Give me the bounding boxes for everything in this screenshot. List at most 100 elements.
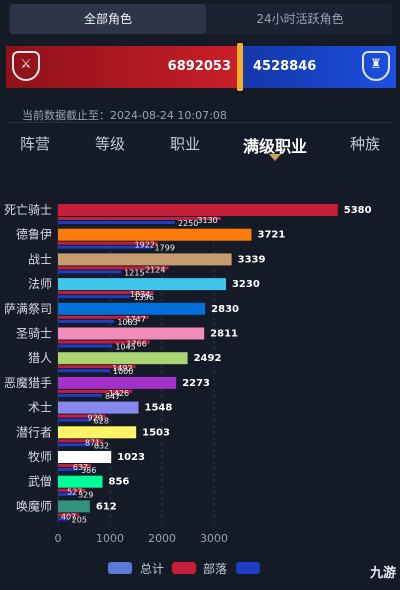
bar-total <box>58 352 188 365</box>
horde-emblem-icon: ⚔ <box>12 51 40 81</box>
value-label-horde: 2124 <box>145 265 165 274</box>
value-label-total: 856 <box>109 477 130 488</box>
class-label: 猎人 <box>28 351 52 365</box>
bar-total <box>58 204 338 216</box>
class-label: 唤魔师 <box>16 498 52 513</box>
bar-alliance <box>58 443 91 447</box>
value-label-alliance: 632 <box>94 441 109 450</box>
x-tick-label: 1000 <box>96 532 124 545</box>
bar-alliance <box>58 468 79 471</box>
value-label-total: 3339 <box>238 254 266 265</box>
legend-swatch-alliance <box>236 562 260 574</box>
bar-total <box>58 302 206 315</box>
value-label-alliance: 1000 <box>113 367 133 376</box>
category-tab-class[interactable]: 职业 <box>170 135 201 153</box>
value-label-total: 1503 <box>142 427 170 438</box>
watermark-logo: 九游 <box>369 566 396 581</box>
legend-swatch-horde <box>172 562 196 574</box>
value-label-horde: 1922 <box>135 241 155 250</box>
bar-alliance <box>58 517 69 521</box>
category-tab-faction[interactable]: 阵营 <box>20 135 51 153</box>
bar-total <box>58 278 226 291</box>
value-label-horde: 1492 <box>112 364 132 373</box>
alliance-count: 4528846 <box>253 59 317 74</box>
value-label-horde: 637 <box>73 463 88 472</box>
category-tab-maxlevel-class[interactable]: 满级职业 <box>243 137 308 156</box>
value-label-alliance: 2250 <box>178 219 198 228</box>
value-label-alliance: 1045 <box>115 343 135 352</box>
data-timestamp: 当前数据截止至：2024-08-24 10:07:08 <box>22 109 227 122</box>
bar-alliance <box>58 344 113 348</box>
faction-comparison-bar: ⚔ ♜ 6892053 4528846 <box>6 43 396 91</box>
value-label-total: 1548 <box>144 403 172 414</box>
bar-total <box>58 253 232 266</box>
value-label-alliance: 628 <box>94 417 109 426</box>
bar-horde <box>58 217 221 220</box>
class-label: 战士 <box>28 252 52 266</box>
horde-bar <box>6 46 238 88</box>
bar-horde <box>58 241 158 245</box>
bar-alliance <box>58 270 122 274</box>
value-label-horde: 407 <box>61 512 76 521</box>
bar-alliance <box>58 221 175 224</box>
value-label-horde: 920 <box>88 414 103 423</box>
class-label: 恶魔猎手 <box>4 375 52 390</box>
bar-alliance <box>58 295 131 299</box>
value-label-alliance: 1215 <box>124 268 144 277</box>
bar-total <box>58 426 137 439</box>
x-tick-label: 2000 <box>148 532 176 545</box>
class-label: 潜行者 <box>16 425 52 439</box>
class-label: 德鲁伊 <box>16 227 52 242</box>
alliance-emblem-icon: ♜ <box>362 51 390 81</box>
x-tick-label: 0 <box>55 532 62 545</box>
bar-horde <box>58 513 80 517</box>
bar-total <box>58 500 90 513</box>
bar-total <box>58 327 205 340</box>
value-label-total: 2811 <box>210 329 238 340</box>
bar-total <box>58 401 139 414</box>
value-label-alliance: 1799 <box>155 244 175 253</box>
category-tab-level[interactable]: 等级 <box>95 135 126 153</box>
value-label-alliance: 205 <box>72 515 87 524</box>
value-label-horde: 1766 <box>126 340 146 349</box>
tab-all-characters[interactable]: 全部角色 <box>10 4 206 34</box>
class-label: 死亡骑士 <box>4 203 52 217</box>
value-label-total: 3230 <box>232 279 260 290</box>
value-label-total: 612 <box>96 501 117 512</box>
bar-horde <box>58 291 154 295</box>
legend-swatch-total <box>108 562 132 574</box>
value-label-horde: 1426 <box>109 389 129 398</box>
bar-horde <box>58 464 92 467</box>
separator-line <box>8 122 392 123</box>
value-label-horde: 527 <box>67 488 82 497</box>
class-label: 萨满祭司 <box>4 302 52 316</box>
bar-alliance <box>58 245 152 249</box>
tab-active-24h[interactable]: 24小时活跃角色 <box>256 12 344 26</box>
bar-horde <box>58 389 133 393</box>
value-label-horde: 871 <box>85 438 100 447</box>
bar-horde <box>58 439 104 443</box>
bar-alliance <box>58 492 76 496</box>
class-label: 武僧 <box>28 475 52 489</box>
category-tab-race[interactable]: 种族 <box>350 135 381 153</box>
value-label-alliance: 329 <box>78 491 93 500</box>
legend-label-horde[interactable]: 部落 <box>203 562 228 576</box>
value-label-alliance: 1396 <box>134 293 154 302</box>
active-category-indicator <box>269 154 281 161</box>
value-label-horde: 1834 <box>130 290 150 299</box>
value-label-total: 2273 <box>182 378 210 389</box>
value-label-alliance: 1083 <box>117 318 137 327</box>
value-label-alliance: 386 <box>81 466 96 475</box>
value-label-horde: 3130 <box>197 216 217 225</box>
value-label-total: 2830 <box>211 304 239 315</box>
legend-label-total[interactable]: 总计 <box>140 562 165 576</box>
value-label-horde: 1747 <box>125 315 145 324</box>
bar-alliance <box>58 369 110 373</box>
value-label-total: 5380 <box>344 205 372 216</box>
bar-total <box>58 451 112 463</box>
class-label: 法师 <box>28 277 52 291</box>
bar-horde <box>58 340 150 344</box>
horde-count: 6892053 <box>167 59 231 74</box>
bar-horde <box>58 365 136 369</box>
